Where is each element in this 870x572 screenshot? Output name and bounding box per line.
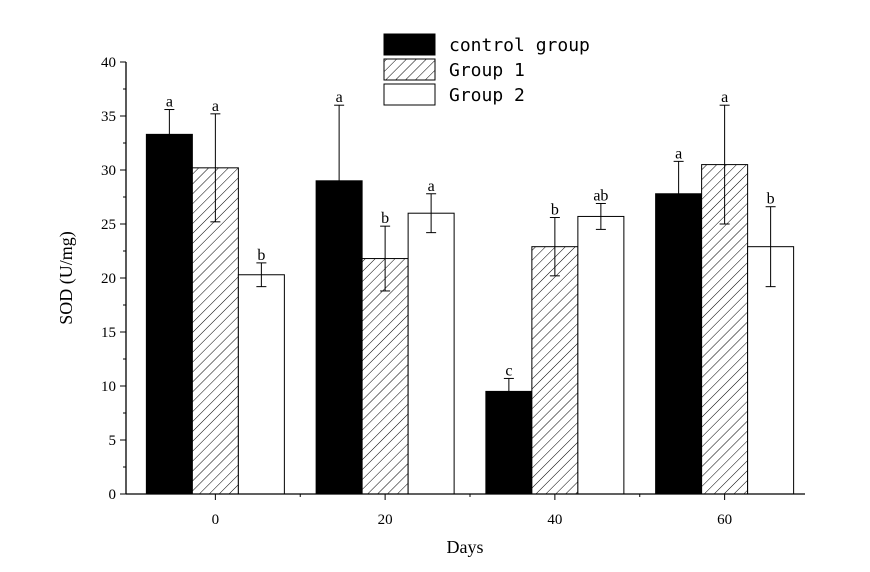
y-axis-title: SOD (U/mg) — [56, 231, 77, 325]
bar — [485, 390, 533, 495]
x-tick-label: 60 — [717, 512, 732, 528]
legend-swatch — [383, 83, 436, 106]
y-tick-label: 25 — [101, 217, 116, 233]
y-tick-label: 10 — [101, 379, 116, 395]
significance-label: a — [675, 145, 682, 162]
significance-label: ab — [593, 187, 608, 204]
significance-label: a — [166, 94, 173, 111]
bar — [407, 212, 455, 495]
bar — [577, 215, 625, 495]
x-tick-label: 0 — [212, 512, 220, 528]
bar — [145, 133, 193, 495]
bar — [361, 258, 409, 495]
significance-label: b — [257, 247, 265, 264]
legend-swatch — [383, 33, 436, 56]
significance-label: a — [336, 89, 343, 106]
legend-swatch — [383, 58, 436, 81]
significance-label: a — [428, 178, 435, 195]
bar — [655, 193, 703, 495]
x-axis-title: Days — [447, 537, 484, 557]
bar — [237, 274, 285, 495]
y-tick-label: 20 — [101, 271, 116, 287]
x-tick-label: 20 — [378, 512, 393, 528]
legend-label: Group 1 — [449, 60, 525, 81]
y-tick-label: 35 — [101, 109, 116, 125]
bar — [531, 246, 579, 495]
significance-label: b — [767, 191, 775, 208]
significance-label: a — [212, 98, 219, 115]
significance-label: c — [505, 362, 512, 379]
y-tick-label: 0 — [109, 487, 117, 503]
significance-label: b — [381, 210, 389, 227]
significance-label: a — [721, 89, 728, 106]
bar — [747, 246, 795, 495]
y-tick-label: 15 — [101, 325, 116, 341]
legend: control group Group 1 Group 2 — [383, 33, 590, 106]
y-tick-label: 40 — [101, 55, 116, 71]
x-tick-label: 40 — [547, 512, 562, 528]
y-tick-label: 30 — [101, 163, 116, 179]
y-tick-label: 5 — [109, 433, 117, 449]
legend-label: control group — [449, 35, 590, 56]
significance-label: b — [551, 202, 559, 219]
legend-label: Group 2 — [449, 85, 525, 106]
